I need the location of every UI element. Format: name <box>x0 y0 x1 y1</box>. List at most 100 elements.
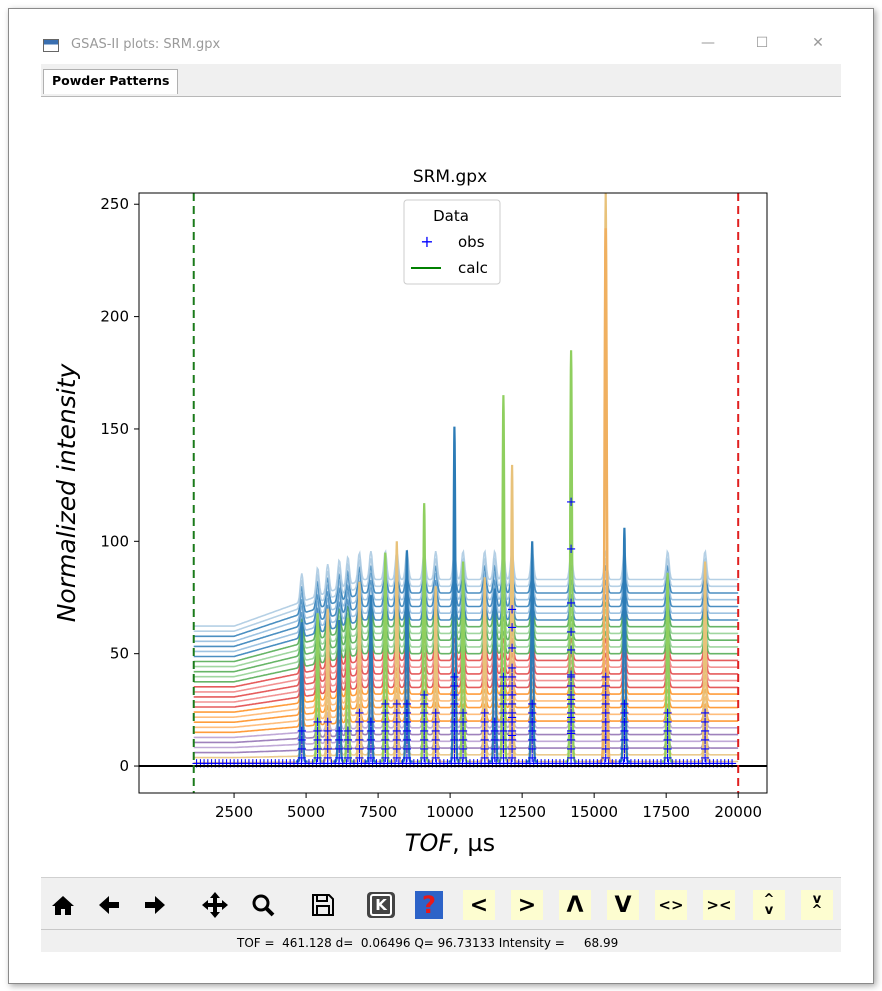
peak-line <box>321 608 334 763</box>
obs-marker: + <box>662 724 673 739</box>
obs-marker: + <box>360 757 371 772</box>
obs-marker: + <box>419 742 430 757</box>
obs-marker: + <box>458 715 469 730</box>
obs-marker: + <box>566 697 577 712</box>
expand-y-button[interactable]: ^ v <box>753 890 785 920</box>
obs-marker: + <box>458 706 469 721</box>
legend[interactable]: Data + obs calc <box>403 199 501 285</box>
peak-line <box>506 464 518 763</box>
obs-marker: + <box>430 751 441 766</box>
home-button[interactable] <box>47 890 79 920</box>
obs-marker: + <box>507 670 518 685</box>
obs-marker: + <box>507 603 518 618</box>
obs-marker: + <box>662 751 673 766</box>
obs-marker: + <box>449 715 460 730</box>
shrink-y-button[interactable]: v ^ <box>801 890 833 920</box>
plot-toolbar: K ? < > Λ V <> >< ^ v v ^ <box>41 877 841 930</box>
obs-marker: + <box>461 757 472 772</box>
minimize-button[interactable]: — <box>701 35 715 51</box>
obs-marker: + <box>507 724 518 739</box>
obs-marker: + <box>600 679 611 694</box>
obs-marker: + <box>566 724 577 739</box>
obs-marker: + <box>662 715 673 730</box>
zoom-button[interactable] <box>247 890 279 920</box>
app-icon <box>43 39 59 52</box>
tab-powder-patterns[interactable]: Powder Patterns <box>43 69 179 94</box>
obs-marker: + <box>334 742 345 757</box>
maximize-button[interactable]: ☐ <box>755 35 769 51</box>
obs-marker: + <box>629 757 640 772</box>
x-axis-label: TOF, µs <box>405 829 495 857</box>
obs-marker: + <box>380 706 391 721</box>
obs-marker: + <box>270 757 281 772</box>
pattern-trace <box>193 651 739 698</box>
shift-down-button[interactable]: V <box>607 890 639 920</box>
obs-marker: + <box>600 751 611 766</box>
obs-marker: + <box>600 697 611 712</box>
peak-line <box>618 527 631 763</box>
x-tick-label: 5000 <box>287 803 325 821</box>
obs-marker: + <box>708 757 719 772</box>
obs-marker: + <box>391 724 402 739</box>
obs-marker: + <box>479 724 490 739</box>
help-icon: ? <box>415 891 443 919</box>
obs-marker: + <box>566 542 577 557</box>
obs-marker: + <box>715 757 726 772</box>
x-tick-label: 17500 <box>642 803 690 821</box>
obs-marker: + <box>435 757 446 772</box>
obs-marker: + <box>247 757 258 772</box>
x-tick-label: 2500 <box>215 803 253 821</box>
obs-marker: + <box>438 757 449 772</box>
obs-marker: + <box>312 742 323 757</box>
obs-marker: + <box>431 757 442 772</box>
obs-marker: + <box>662 733 673 748</box>
obs-marker: + <box>311 757 322 772</box>
obs-marker: + <box>380 697 391 712</box>
key-press-button[interactable]: K <box>365 890 397 920</box>
shrink-x-button[interactable]: >< <box>703 890 735 920</box>
powder-pattern-plot[interactable]: SRM.gpx ++++++++++++++++++++++++++++++++… <box>9 9 873 869</box>
forward-button[interactable] <box>139 890 171 920</box>
legend-obs-label: obs <box>458 233 485 251</box>
obs-marker: + <box>507 715 518 730</box>
obs-marker: + <box>498 733 509 748</box>
close-button[interactable]: ✕ <box>812 35 824 51</box>
obs-marker: + <box>566 495 577 510</box>
obs-marker: + <box>600 733 611 748</box>
obs-marker: + <box>365 733 376 748</box>
save-button[interactable] <box>307 890 339 920</box>
obs-marker: + <box>532 757 543 772</box>
obs-marker: + <box>479 733 490 748</box>
window-title: GSAS-II plots: SRM.gpx <box>71 37 221 52</box>
obs-marker: + <box>600 670 611 685</box>
obs-marker: + <box>480 757 491 772</box>
obs-marker: + <box>449 697 460 712</box>
obs-marker: + <box>391 697 402 712</box>
next-pattern-button[interactable]: > <box>511 890 543 920</box>
obs-marker: + <box>498 670 509 685</box>
obs-marker: + <box>619 733 630 748</box>
obs-marker: + <box>457 757 468 772</box>
obs-marker: + <box>419 751 430 766</box>
shift-up-button[interactable]: Λ <box>559 890 591 920</box>
expand-x-button[interactable]: <> <box>655 890 687 920</box>
obs-marker: + <box>678 757 689 772</box>
obs-marker: + <box>391 751 402 766</box>
obs-marker: + <box>401 715 412 730</box>
obs-marker: + <box>517 757 528 772</box>
pan-button[interactable] <box>199 890 231 920</box>
obs-marker: + <box>312 733 323 748</box>
obs-marker: + <box>491 757 502 772</box>
previous-pattern-button[interactable]: < <box>463 890 495 920</box>
obs-marker: + <box>527 724 538 739</box>
obs-marker: + <box>292 757 303 772</box>
obs-marker: + <box>566 670 577 685</box>
y-tick-label: 200 <box>100 308 129 326</box>
obs-marker: + <box>507 679 518 694</box>
cursor-readout: TOF = 461.128 d= 0.06496 Q= 96.73133 Int… <box>237 936 619 950</box>
obs-marker: + <box>551 757 562 772</box>
obs-marker: + <box>633 757 644 772</box>
obs-marker: + <box>489 715 500 730</box>
help-button[interactable]: ? <box>413 890 445 920</box>
back-button[interactable] <box>93 890 125 920</box>
